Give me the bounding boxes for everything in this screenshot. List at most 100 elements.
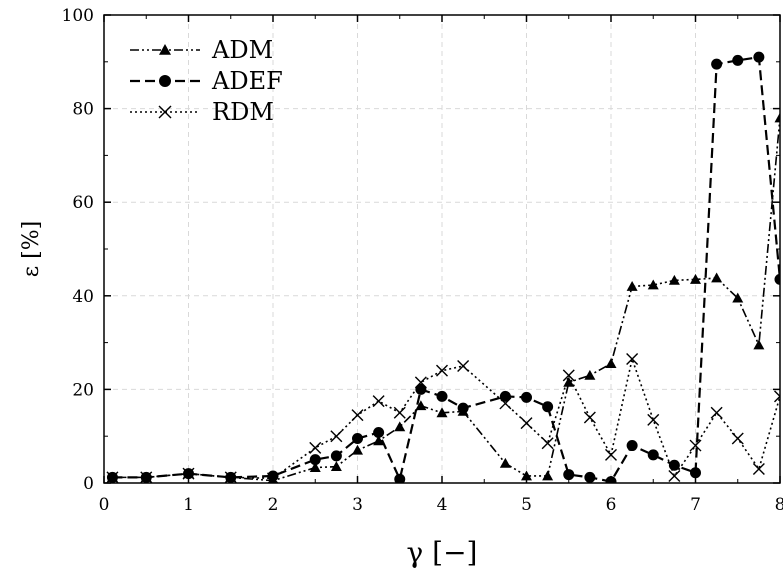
y-tick-label: 40 — [72, 287, 94, 307]
x-axis-label: γ [−] — [407, 536, 478, 569]
series-rdm — [106, 352, 780, 483]
plot-series — [106, 51, 780, 483]
data-point — [541, 437, 554, 450]
data-point — [731, 432, 744, 445]
x-tick-label: 7 — [690, 495, 701, 515]
data-point — [689, 439, 702, 452]
data-point — [605, 358, 617, 369]
data-point — [584, 471, 596, 483]
x-tick-label: 5 — [521, 495, 532, 515]
data-point — [711, 272, 723, 283]
x-tick-label: 6 — [606, 495, 617, 515]
x-tick-label: 1 — [183, 495, 194, 515]
data-point — [732, 54, 744, 66]
data-point — [309, 462, 321, 472]
legend-label: RDM — [212, 98, 274, 126]
x-tick-label: 2 — [268, 495, 279, 515]
data-point — [499, 390, 511, 402]
data-point — [393, 406, 406, 419]
data-point — [753, 51, 765, 63]
data-point — [224, 471, 237, 483]
legend: ADM ADEF RDM — [130, 36, 283, 126]
x-tick-label: 4 — [437, 495, 448, 515]
data-point — [542, 470, 554, 481]
data-point — [647, 279, 659, 290]
grid — [104, 15, 780, 483]
x-tick-label: 0 — [99, 495, 110, 515]
data-point — [158, 105, 172, 119]
y-tick-label: 80 — [72, 100, 94, 120]
data-point — [752, 462, 765, 475]
data-point — [414, 376, 427, 389]
data-point — [583, 411, 596, 424]
legend-label: ADEF — [211, 67, 283, 95]
data-point — [690, 273, 701, 284]
data-point — [309, 441, 322, 454]
y-tick-label: 60 — [72, 193, 94, 213]
data-point — [520, 417, 533, 430]
data-point — [668, 459, 680, 471]
data-point — [626, 440, 638, 452]
data-point — [774, 273, 780, 285]
series-adm — [106, 112, 780, 483]
data-point — [521, 470, 532, 481]
data-point — [499, 397, 512, 410]
data-point — [457, 360, 470, 372]
y-axis-label: ε [%] — [19, 221, 44, 277]
data-point — [309, 454, 321, 466]
legend-entry-adm: ADM — [130, 36, 273, 64]
data-point — [732, 292, 744, 303]
data-point — [330, 430, 343, 443]
data-point — [563, 469, 575, 481]
data-point — [159, 44, 171, 55]
series-line — [112, 117, 780, 482]
data-point — [605, 448, 617, 461]
data-point — [436, 364, 448, 377]
data-point — [436, 390, 448, 402]
data-point — [584, 369, 596, 380]
data-point — [668, 469, 681, 482]
data-point — [415, 383, 427, 395]
y-tick-label: 0 — [83, 474, 94, 494]
data-point — [774, 390, 780, 403]
data-point — [373, 435, 385, 446]
data-point — [106, 471, 119, 483]
data-point — [711, 58, 723, 70]
data-point — [159, 75, 171, 87]
data-point — [647, 413, 660, 426]
data-point — [352, 433, 363, 445]
data-point — [753, 339, 765, 350]
data-point — [499, 457, 511, 468]
series-adef — [106, 51, 780, 483]
legend-entry-rdm: RDM — [130, 98, 274, 126]
data-point — [668, 274, 680, 285]
data-point — [415, 400, 427, 411]
data-point — [626, 352, 639, 365]
data-point — [690, 467, 701, 479]
data-point — [267, 470, 279, 482]
data-point — [562, 369, 575, 382]
legend-entry-adef: ADEF — [130, 67, 283, 95]
data-point — [457, 402, 469, 414]
x-tick-label: 3 — [352, 495, 363, 515]
data-point — [710, 406, 723, 419]
x-tick-label: 8 — [775, 495, 783, 515]
y-tick-label: 20 — [72, 380, 94, 400]
data-point — [373, 426, 385, 438]
data-point — [436, 407, 448, 418]
data-point — [372, 395, 385, 408]
data-point — [647, 449, 659, 461]
data-point — [330, 461, 342, 472]
legend-label: ADM — [211, 36, 273, 64]
data-point — [351, 409, 364, 422]
data-point — [394, 473, 406, 483]
data-point — [542, 401, 554, 413]
y-tick-label: 100 — [62, 6, 94, 26]
data-point — [521, 391, 532, 403]
data-point — [140, 471, 153, 483]
series-line — [112, 356, 780, 480]
data-point — [330, 450, 342, 462]
data-point — [352, 444, 363, 455]
